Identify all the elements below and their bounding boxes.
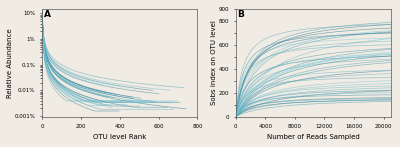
Y-axis label: Sobs index on OTU level: Sobs index on OTU level <box>211 20 217 105</box>
X-axis label: OTU level Rank: OTU level Rank <box>93 134 146 140</box>
Y-axis label: Relative Abundance: Relative Abundance <box>7 28 13 98</box>
Text: A: A <box>44 10 51 19</box>
X-axis label: Number of Reads Sampled: Number of Reads Sampled <box>267 134 360 140</box>
Text: B: B <box>237 10 244 19</box>
